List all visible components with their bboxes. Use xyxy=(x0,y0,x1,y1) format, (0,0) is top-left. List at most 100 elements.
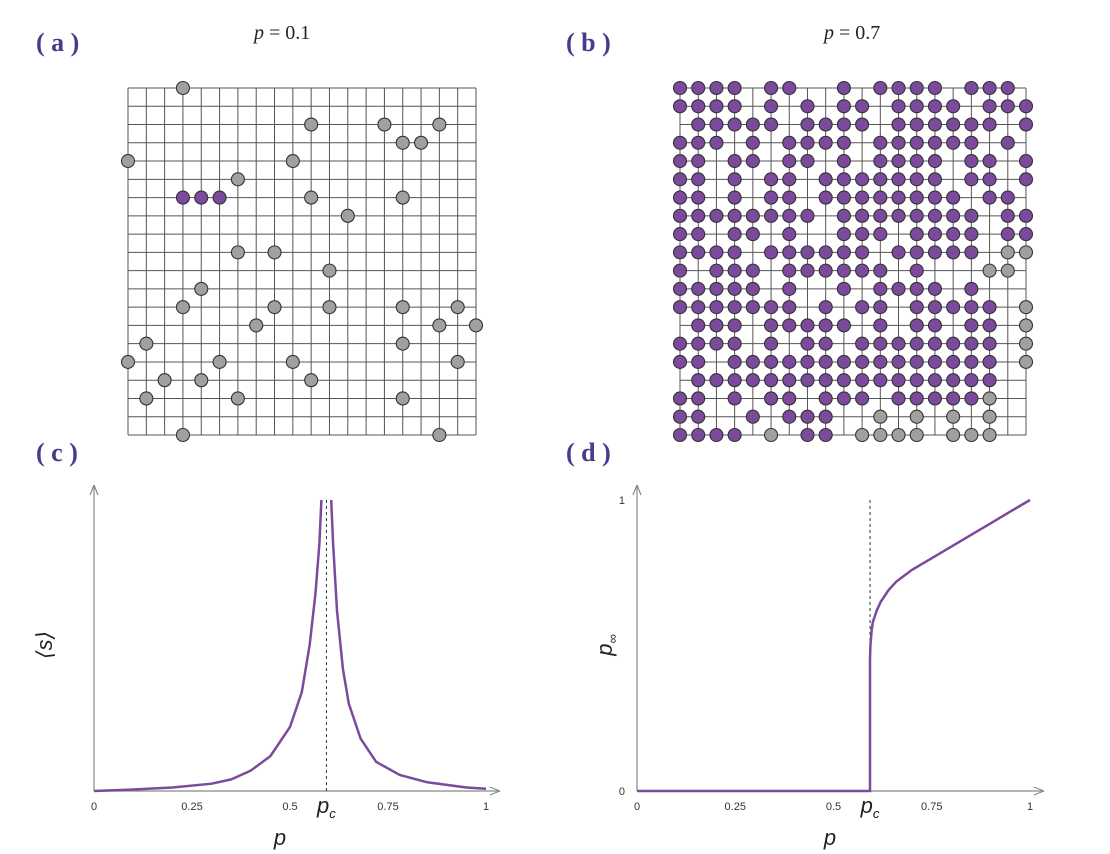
site-spanning-cluster xyxy=(909,263,924,278)
chart-c: 0 0.25 0.5 0.75 1 pc p ⟨s⟩ xyxy=(32,484,501,850)
site-spanning-cluster xyxy=(927,336,942,351)
site-spanning-cluster xyxy=(818,245,833,260)
chart-c-x-tick-label: 0 xyxy=(91,801,97,813)
chart-d: 0 0.25 0.5 0.75 1 0 1 pcp p∞ xyxy=(592,484,1045,850)
site-spanning-cluster xyxy=(836,154,851,169)
site-spanning-cluster xyxy=(727,208,742,223)
site-other-cluster xyxy=(1000,245,1015,260)
site-spanning-cluster xyxy=(691,354,706,369)
site-other-cluster xyxy=(982,391,997,406)
site-empty-cluster xyxy=(120,354,136,369)
site-spanning-cluster xyxy=(818,263,833,278)
site-spanning-cluster xyxy=(946,227,961,242)
site-spanning-cluster xyxy=(891,245,906,260)
site-spanning-cluster xyxy=(782,300,797,315)
site-empty-cluster xyxy=(175,80,190,96)
site-spanning-cluster xyxy=(927,391,942,406)
site-spanning-cluster xyxy=(836,208,851,223)
site-spanning-cluster xyxy=(672,281,688,296)
site-spanning-cluster xyxy=(891,154,906,169)
site-spanning-cluster xyxy=(818,318,833,333)
site-spanning-cluster xyxy=(891,354,906,369)
site-spanning-cluster xyxy=(745,208,760,223)
site-empty-cluster xyxy=(395,336,410,351)
site-spanning-cluster xyxy=(909,80,924,96)
site-other-cluster xyxy=(909,409,924,424)
site-empty-cluster xyxy=(212,354,227,369)
site-spanning-cluster xyxy=(855,263,870,278)
site-spanning-cluster xyxy=(1018,208,1034,223)
site-spanning-cluster xyxy=(1018,154,1034,169)
site-spanning-cluster xyxy=(836,263,851,278)
site-spanning-cluster xyxy=(818,336,833,351)
site-spanning-cluster xyxy=(782,373,797,388)
site-spanning-cluster xyxy=(709,135,724,150)
site-spanning-cluster xyxy=(873,263,888,278)
site-spanning-cluster xyxy=(818,172,833,187)
chart-d-y-tick-label: 1 xyxy=(619,495,625,507)
site-spanning-cluster xyxy=(927,135,942,150)
site-spanning-cluster xyxy=(745,154,760,169)
site-other-cluster xyxy=(873,427,888,443)
site-empty-cluster xyxy=(304,117,319,132)
site-spanning-cluster xyxy=(1018,99,1034,114)
site-spanning-cluster xyxy=(691,99,706,114)
site-spanning-cluster xyxy=(909,245,924,260)
site-spanning-cluster xyxy=(800,373,815,388)
site-spanning-cluster xyxy=(764,208,779,223)
site-empty-cluster xyxy=(414,135,429,150)
site-spanning-cluster xyxy=(873,227,888,242)
site-spanning-cluster xyxy=(927,99,942,114)
site-spanning-cluster xyxy=(672,154,688,169)
site-empty-cluster xyxy=(432,318,447,333)
site-spanning-cluster xyxy=(727,190,742,205)
site-spanning-cluster xyxy=(764,318,779,333)
site-spanning-cluster xyxy=(891,99,906,114)
site-spanning-cluster xyxy=(909,354,924,369)
chart-c-x-arrow xyxy=(489,786,501,796)
site-spanning-cluster xyxy=(946,208,961,223)
site-other-cluster xyxy=(1000,263,1015,278)
site-spanning-cluster xyxy=(964,117,979,132)
site-spanning-cluster xyxy=(782,227,797,242)
site-spanning-cluster xyxy=(836,190,851,205)
site-spanning-cluster xyxy=(727,373,742,388)
site-spanning-cluster xyxy=(800,135,815,150)
site-spanning-cluster xyxy=(964,354,979,369)
chart-d-series-0 xyxy=(637,498,1031,793)
site-spanning-cluster xyxy=(927,373,942,388)
site-spanning-cluster xyxy=(672,409,688,424)
site-spanning-cluster xyxy=(855,336,870,351)
chart-c-y-arrow xyxy=(89,484,99,496)
site-spanning-cluster xyxy=(946,373,961,388)
site-spanning-cluster xyxy=(691,409,706,424)
site-spanning-cluster xyxy=(873,373,888,388)
site-spanning-cluster xyxy=(873,300,888,315)
site-spanning-cluster xyxy=(727,391,742,406)
site-spanning-cluster xyxy=(709,427,724,443)
site-other-cluster xyxy=(964,427,979,443)
site-spanning-cluster xyxy=(818,190,833,205)
site-spanning-cluster xyxy=(873,80,888,96)
site-spanning-cluster xyxy=(964,245,979,260)
site-spanning-cluster xyxy=(672,263,688,278)
site-spanning-cluster xyxy=(672,99,688,114)
site-other-cluster xyxy=(946,409,961,424)
site-empty-cluster xyxy=(468,318,484,333)
site-spanning-cluster xyxy=(873,135,888,150)
site-spanning-cluster xyxy=(764,245,779,260)
site-spanning-cluster xyxy=(709,281,724,296)
site-spanning-cluster xyxy=(782,281,797,296)
site-other-cluster xyxy=(891,427,906,443)
site-spanning-cluster xyxy=(873,172,888,187)
site-spanning-cluster xyxy=(836,391,851,406)
site-empty-cluster xyxy=(249,318,264,333)
site-spanning-cluster xyxy=(800,354,815,369)
site-spanning-cluster xyxy=(727,80,742,96)
site-other-cluster xyxy=(1018,318,1034,333)
panel-a-title-eq: = 0.1 xyxy=(264,22,311,44)
chart-d-x-tick-label: 1 xyxy=(1027,801,1033,813)
site-spanning-cluster xyxy=(927,190,942,205)
site-spanning-cluster xyxy=(691,227,706,242)
site-spanning-cluster xyxy=(855,117,870,132)
